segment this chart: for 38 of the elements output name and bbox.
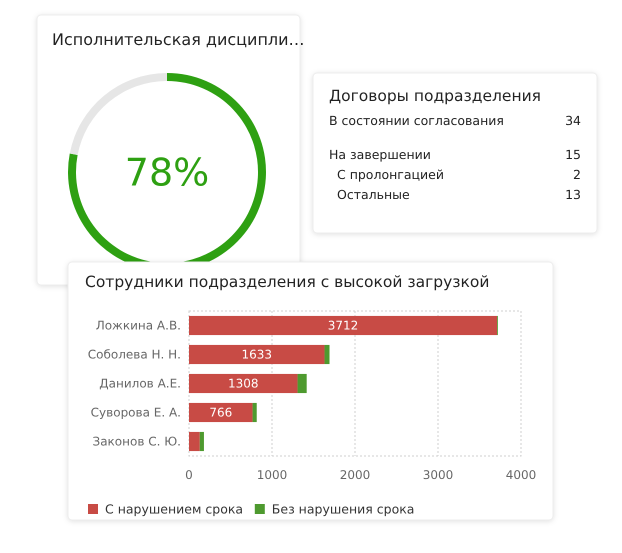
x-tick-label: 1000 (256, 468, 288, 482)
text: Остальные (337, 187, 410, 202)
text: На завершении (329, 147, 431, 162)
bar (298, 374, 307, 394)
bar (200, 432, 204, 452)
x-tick-label: 0 (185, 468, 193, 482)
data-label: 78% (124, 150, 210, 194)
data-label: 3712 (328, 318, 358, 333)
chart-title: Сотрудники подразделения с высокой загрузкой (85, 273, 490, 291)
bar (189, 402, 253, 422)
bar (324, 344, 330, 364)
chart-title: Исполнительская дисципли… (52, 30, 305, 49)
bar (189, 432, 200, 452)
text: В состоянии согласования (329, 113, 504, 128)
y-tick-label: Соболева Н. Н. (88, 348, 181, 362)
y-tick-label: Суворова Е. А. (90, 406, 181, 420)
text: Договоры подразделения (329, 87, 541, 105)
bar (189, 374, 298, 394)
bar (189, 316, 498, 336)
legend-label: Без нарушения срока (272, 502, 414, 516)
y-tick-label: Данилов А.Е. (99, 376, 181, 391)
x-tick-label: 2000 (340, 468, 370, 482)
data-label: 1633 (241, 348, 272, 362)
text: С пролонгацией (337, 167, 444, 182)
data-label: 766 (209, 406, 232, 420)
legend-label: С нарушением срока (105, 502, 244, 516)
text: 34 (565, 113, 582, 128)
data-label: 1308 (228, 376, 259, 391)
text: 2 (573, 167, 581, 182)
bar (252, 402, 257, 422)
x-tick-label: 4000 (506, 468, 536, 482)
y-tick-label: Ложкина А.В. (96, 318, 181, 333)
donut-slice (70, 73, 167, 155)
y-tick-label: Законов С. Ю. (92, 434, 181, 449)
text: 13 (565, 187, 581, 202)
x-tick-label: 3000 (422, 468, 454, 482)
text: 15 (565, 147, 581, 162)
bar (189, 344, 325, 364)
